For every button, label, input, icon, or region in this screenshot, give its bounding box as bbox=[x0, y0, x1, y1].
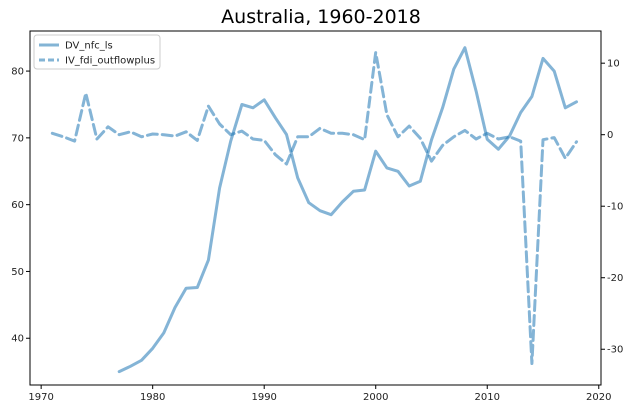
y-axis-left: 40 50 60 70 80 bbox=[11, 67, 30, 345]
legend: DV_nfc_ls IV_fdi_outflowplus bbox=[33, 34, 161, 70]
series-line-dv-nfc-ls bbox=[117, 46, 578, 374]
x-axis: 1970 1980 1990 2000 2010 2020 bbox=[28, 385, 611, 403]
y-left-tick-label: 80 bbox=[11, 67, 24, 78]
x-tick-label: 1990 bbox=[251, 392, 276, 403]
y-left-tick-label: 40 bbox=[11, 334, 24, 345]
y-right-tick-label: -10 bbox=[607, 202, 623, 213]
y-left-tick-label: 60 bbox=[11, 200, 24, 211]
y-right-tick-label: 10 bbox=[607, 59, 620, 70]
x-tick-label: 1970 bbox=[28, 392, 53, 403]
y-right-tick-label: -30 bbox=[607, 345, 623, 356]
series-layer bbox=[50, 46, 578, 374]
y-left-tick-label: 70 bbox=[11, 133, 24, 144]
x-tick-label: 1980 bbox=[140, 392, 165, 403]
x-tick-label: 2010 bbox=[475, 392, 500, 403]
y-left-tick-label: 50 bbox=[11, 267, 24, 278]
y-right-tick-label: 0 bbox=[607, 130, 613, 141]
legend-box bbox=[33, 34, 161, 70]
y-axis-right: -30 -20 -10 0 10 bbox=[601, 59, 623, 356]
x-tick-label: 2020 bbox=[586, 392, 611, 403]
chart-title: Australia, 1960-2018 bbox=[221, 6, 421, 28]
x-tick-label: 2000 bbox=[363, 392, 388, 403]
legend-label: IV_fdi_outflowplus bbox=[65, 56, 155, 67]
legend-label: DV_nfc_ls bbox=[65, 41, 113, 52]
series-line-iv-fdi-outflowplus bbox=[50, 51, 578, 365]
plot-frame bbox=[29, 30, 602, 386]
y-right-tick-label: -20 bbox=[607, 273, 623, 284]
